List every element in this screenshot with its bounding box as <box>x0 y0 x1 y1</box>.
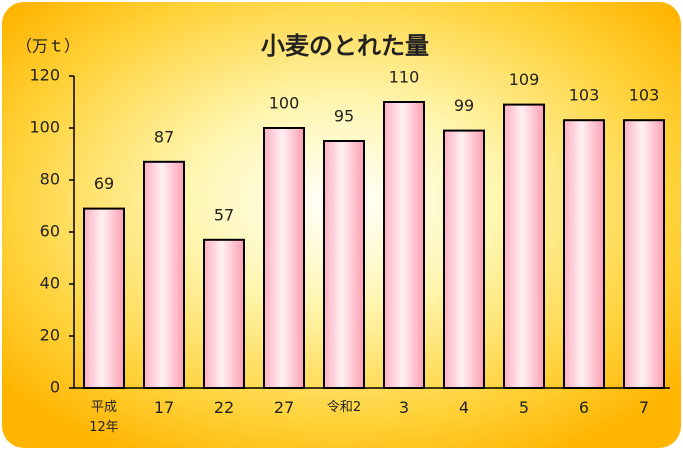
y-tick-label: 20 <box>40 326 60 345</box>
value-label: 103 <box>629 86 660 105</box>
value-label: 57 <box>214 205 234 224</box>
value-label: 95 <box>334 107 354 126</box>
x-tick-label: 4 <box>458 398 470 417</box>
x-tick-label: 3 <box>398 398 410 417</box>
bar <box>83 207 125 389</box>
x-tick-label: 令和2 <box>326 400 362 415</box>
x-tick-label: 27 <box>273 398 295 417</box>
y-tick-label: 40 <box>40 274 60 293</box>
chart-title: 小麦のとれた量 <box>261 32 429 60</box>
y-axis-label: （万ｔ） <box>16 37 80 56</box>
x-tick-label: 7 <box>638 398 650 417</box>
bar <box>143 160 185 389</box>
bar <box>203 238 245 389</box>
bar <box>623 119 665 389</box>
value-label: 87 <box>154 127 174 146</box>
value-label: 103 <box>569 86 600 105</box>
bar <box>323 140 365 389</box>
y-tick-label: 60 <box>40 222 60 241</box>
bar <box>383 101 425 389</box>
value-label: 100 <box>269 94 300 113</box>
y-tick-label: 120 <box>29 66 60 85</box>
value-label: 110 <box>389 68 420 87</box>
x-tick-label: 17 <box>153 398 175 417</box>
value-label: 69 <box>94 174 114 193</box>
bar <box>503 103 545 389</box>
x-tick-label: 平成 12年 <box>89 400 119 435</box>
y-tick-label: 0 <box>50 378 60 397</box>
value-label: 109 <box>509 70 540 89</box>
bar <box>263 127 305 389</box>
bar <box>443 129 485 389</box>
bar <box>563 119 605 389</box>
y-tick-label: 100 <box>29 118 60 137</box>
value-label: 99 <box>454 96 474 115</box>
y-tick-label: 80 <box>40 170 60 189</box>
x-tick-label: 5 <box>518 398 530 417</box>
x-tick-label: 22 <box>213 398 235 417</box>
x-tick-label: 6 <box>578 398 590 417</box>
